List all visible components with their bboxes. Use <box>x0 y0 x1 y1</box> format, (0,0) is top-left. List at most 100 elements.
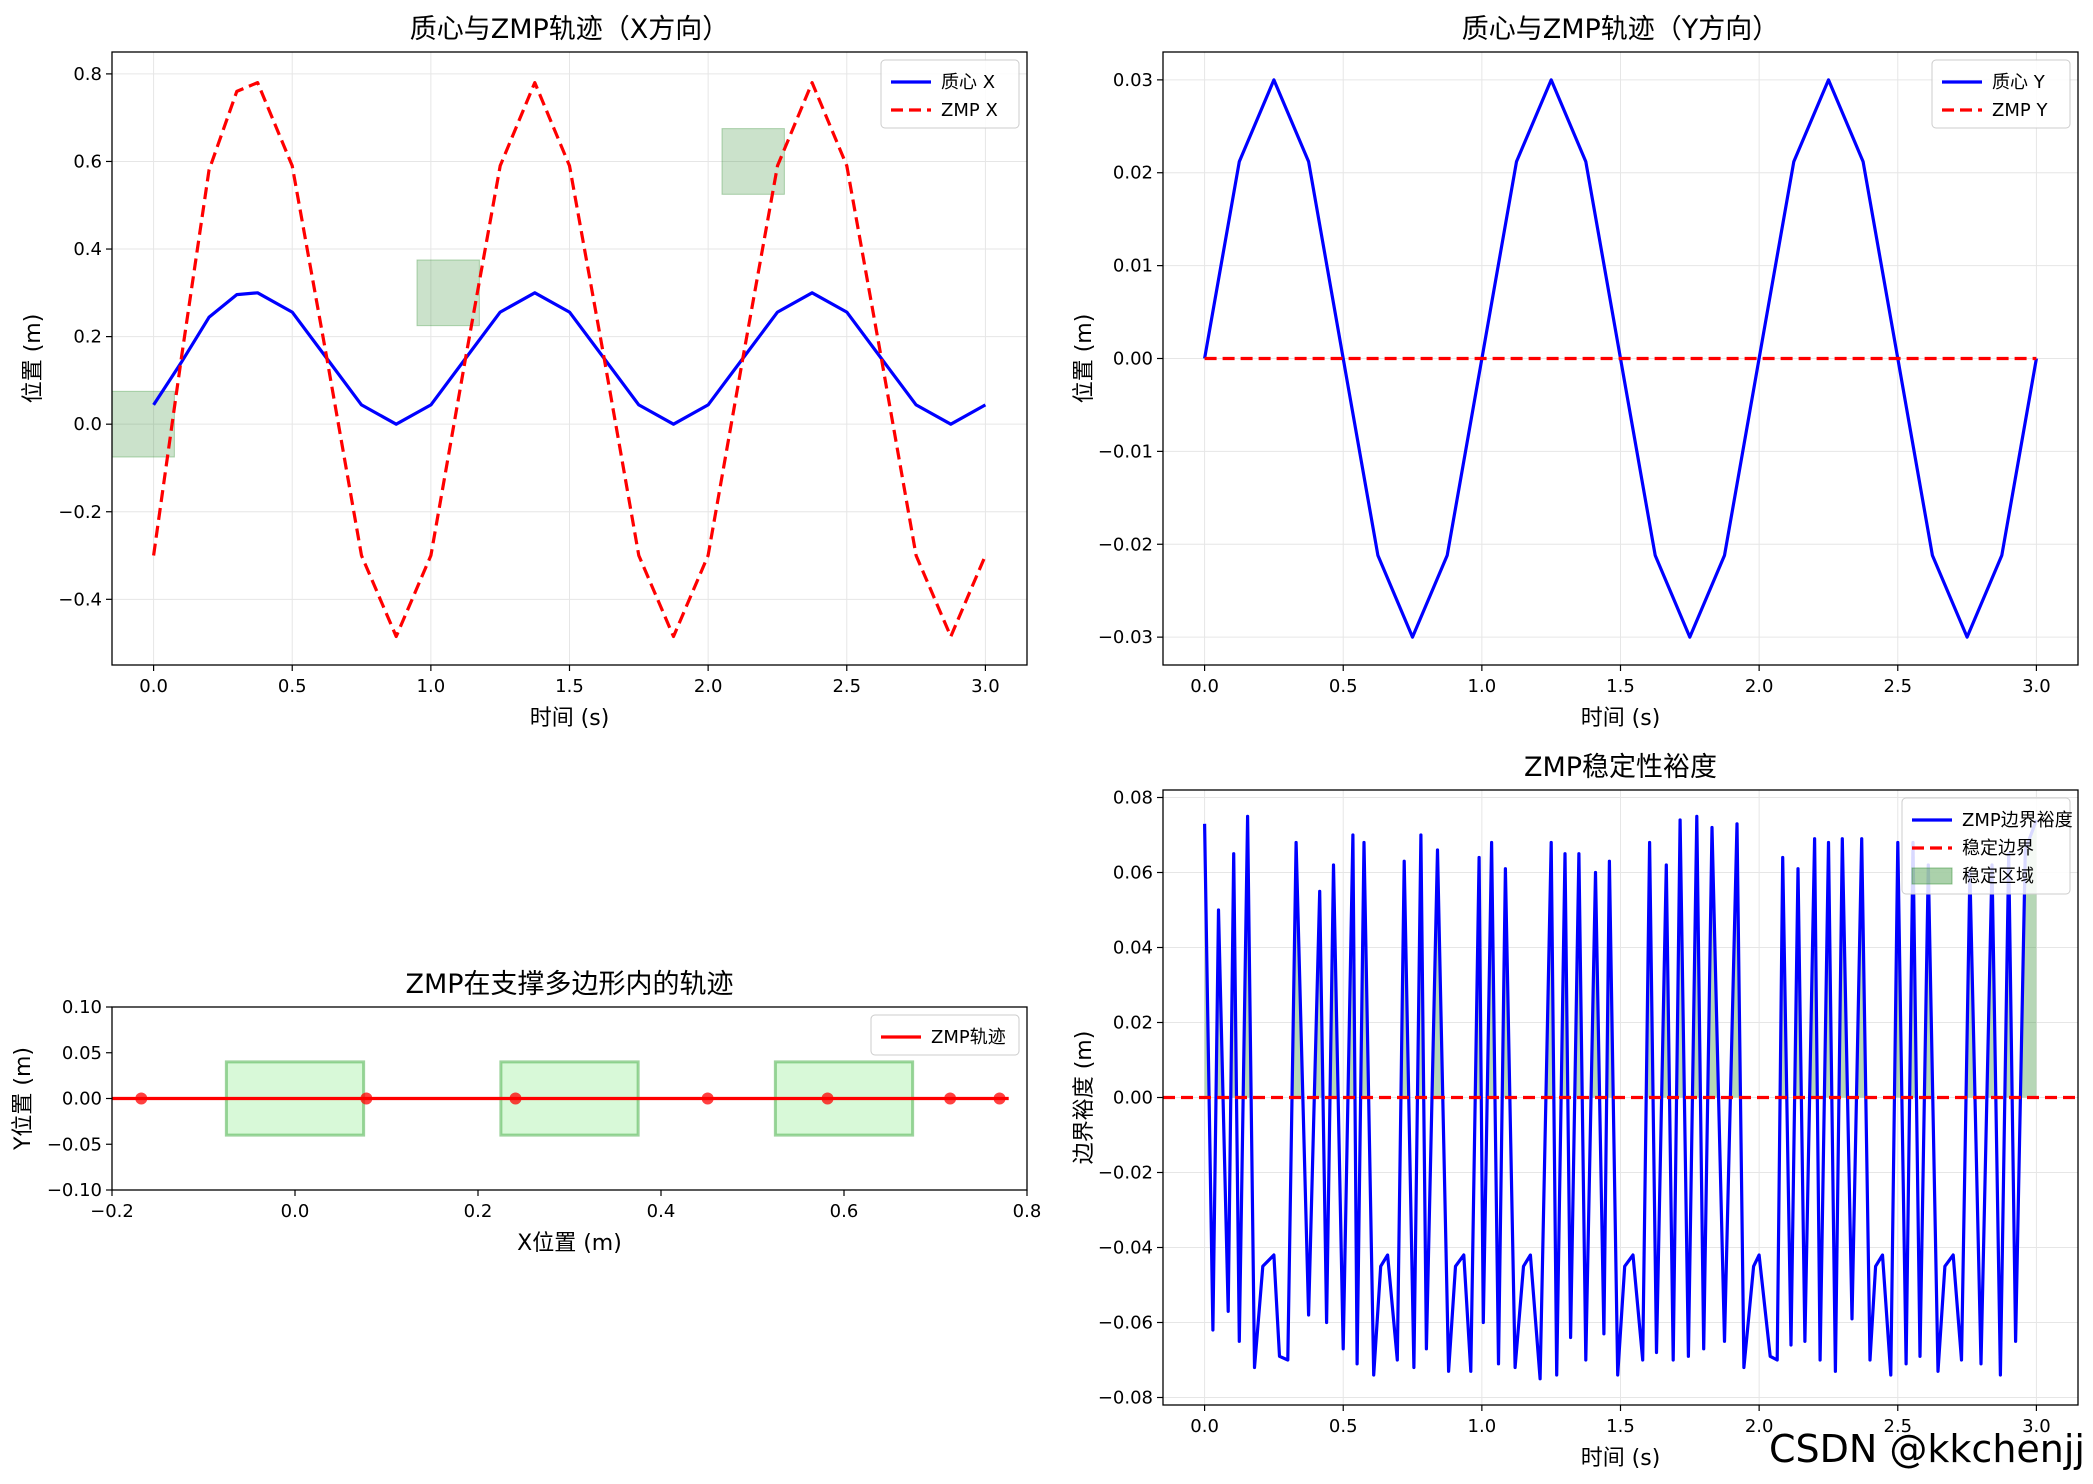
x-tick-label: 3.0 <box>2022 676 2051 697</box>
plot-area <box>1203 78 2038 639</box>
y-tick-label: 0.03 <box>1113 70 1153 91</box>
x-tick-label: −0.2 <box>90 1201 134 1222</box>
x-tick-label: 2.5 <box>1883 1416 1912 1437</box>
plot-area <box>112 81 987 639</box>
legend-label: 稳定边界 <box>1962 838 2034 859</box>
legend-label: 质心 X <box>941 72 995 93</box>
series-line-1 <box>152 291 987 426</box>
chart-margin: 0.0 0.5 1.0 1.5 2.0 2.5 3.0 −0.08 −0.06 −0.04 −0.0… <box>1072 752 2079 1471</box>
legend-item: ZMP X <box>891 100 998 121</box>
x-axis-label: 时间 (s) <box>530 706 610 731</box>
x-tick-label: 1.0 <box>1468 676 1497 697</box>
x-tick-label: 0.2 <box>464 1201 493 1222</box>
y-tick-label: −0.06 <box>1098 1313 1153 1334</box>
x-tick-label: 1.5 <box>1606 1416 1635 1437</box>
zmp-point <box>135 1092 148 1105</box>
plot-area <box>112 1060 1009 1137</box>
legend-item: 稳定边界 <box>1912 838 2034 859</box>
y-tick-label: −0.10 <box>47 1180 102 1201</box>
x-axis-label: 时间 (s) <box>1581 706 1661 731</box>
y-tick-label: 0.00 <box>62 1089 102 1110</box>
y-tick-label: 0.00 <box>1113 349 1153 370</box>
y-tick-label: 0.8 <box>73 64 102 85</box>
legend-item: 质心 Y <box>1942 72 2046 93</box>
y-tick-label: 0.2 <box>73 327 102 348</box>
zmp-point <box>701 1092 714 1105</box>
x-tick-label: 2.0 <box>694 676 723 697</box>
chart-poly: −0.2 0.0 0.2 0.4 0.6 0.8 −0.10 −0.05 0.00 0.05 0.1… <box>11 969 1041 1256</box>
legend-label: ZMP X <box>941 100 998 121</box>
x-tick-label: 2.0 <box>1745 676 1774 697</box>
y-tick-label: 0.06 <box>1113 863 1153 884</box>
footstep-region <box>416 259 480 327</box>
x-tick-label: 0.5 <box>1329 1416 1358 1437</box>
legend: 质心 X ZMP X <box>880 59 1020 129</box>
zmp-point <box>360 1092 373 1105</box>
legend-label: ZMP边界裕度 <box>1962 810 2073 831</box>
y-tick-label: 0.0 <box>73 414 102 435</box>
legend-label: ZMP轨迹 <box>931 1027 1006 1048</box>
y-tick-label: 0.01 <box>1113 256 1153 277</box>
y-tick-label: 0.04 <box>1113 938 1153 959</box>
y-tick-label: 0.08 <box>1113 788 1153 809</box>
zmp-point <box>509 1092 522 1105</box>
y-tick-label: 0.02 <box>1113 1013 1153 1034</box>
legend-item: 质心 X <box>891 72 995 93</box>
x-tick-label: 2.0 <box>1745 1416 1774 1437</box>
x-tick-label: 2.5 <box>1883 676 1912 697</box>
x-tick-label: 0.0 <box>139 676 168 697</box>
watermark: CSDN @kkchenjj <box>1769 1427 2085 1471</box>
x-tick-label: 1.5 <box>1606 676 1635 697</box>
x-tick-label: 2.5 <box>832 676 861 697</box>
x-tick-label: 3.0 <box>971 676 1000 697</box>
y-axis-label: 位置 (m) <box>21 314 46 404</box>
x-tick-label: 0.5 <box>278 676 307 697</box>
series-line-1 <box>1203 814 2038 1381</box>
y-tick-label: 0.02 <box>1113 163 1153 184</box>
x-tick-label: 0.8 <box>1013 1201 1042 1222</box>
legend-box <box>870 1014 1020 1056</box>
x-axis-label: X位置 (m) <box>517 1231 622 1256</box>
zmp-point <box>993 1092 1006 1105</box>
legend-label: 稳定区域 <box>1962 866 2034 887</box>
y-tick-label: 0.00 <box>1113 1088 1153 1109</box>
legend-item: ZMP边界裕度 <box>1912 810 2073 831</box>
zmp-point <box>944 1092 957 1105</box>
y-axis-label: 边界裕度 (m) <box>1072 1031 1097 1165</box>
plot-area <box>1163 814 2078 1381</box>
chart-title: ZMP稳定性裕度 <box>1524 752 1717 783</box>
y-tick-label: −0.08 <box>1098 1388 1153 1409</box>
y-tick-label: 0.4 <box>73 239 102 260</box>
x-tick-label: 0.0 <box>1190 1416 1219 1437</box>
y-tick-label: −0.05 <box>47 1134 102 1155</box>
legend-item: 稳定区域 <box>1911 866 2034 887</box>
legend: 质心 Y ZMP Y <box>1931 59 2071 129</box>
legend-swatch <box>1911 867 1953 885</box>
y-tick-label: −0.02 <box>1098 534 1153 555</box>
zmp-point <box>821 1092 834 1105</box>
footstep-region <box>112 390 175 458</box>
x-tick-label: 0.4 <box>647 1201 676 1222</box>
chart-x: 0.0 0.5 1.0 1.5 2.0 2.5 3.0 −0.4 −0.2 0.0 0.2 0.4 0.… <box>21 14 1028 731</box>
x-tick-label: 1.0 <box>417 676 446 697</box>
legend-box <box>1901 797 2071 895</box>
x-axis-label: 时间 (s) <box>1581 1446 1661 1471</box>
chart-title: 质心与ZMP轨迹（X方向） <box>410 14 730 45</box>
y-tick-label: −0.02 <box>1098 1163 1153 1184</box>
x-tick-label: 0.0 <box>281 1201 310 1222</box>
legend-item: ZMP轨迹 <box>881 1027 1006 1048</box>
y-tick-label: 0.6 <box>73 151 102 172</box>
legend-label: ZMP Y <box>1992 100 2048 121</box>
y-tick-label: 0.05 <box>62 1043 102 1064</box>
legend-item: ZMP Y <box>1942 100 2048 121</box>
y-tick-label: −0.2 <box>58 502 102 523</box>
x-tick-label: 0.5 <box>1329 676 1358 697</box>
y-axis-label: 位置 (m) <box>1072 314 1097 404</box>
y-tick-label: −0.4 <box>58 589 102 610</box>
y-tick-label: 0.10 <box>62 997 102 1018</box>
x-tick-label: 1.0 <box>1468 1416 1497 1437</box>
x-tick-label: 3.0 <box>2022 1416 2051 1437</box>
x-tick-label: 0.6 <box>830 1201 859 1222</box>
